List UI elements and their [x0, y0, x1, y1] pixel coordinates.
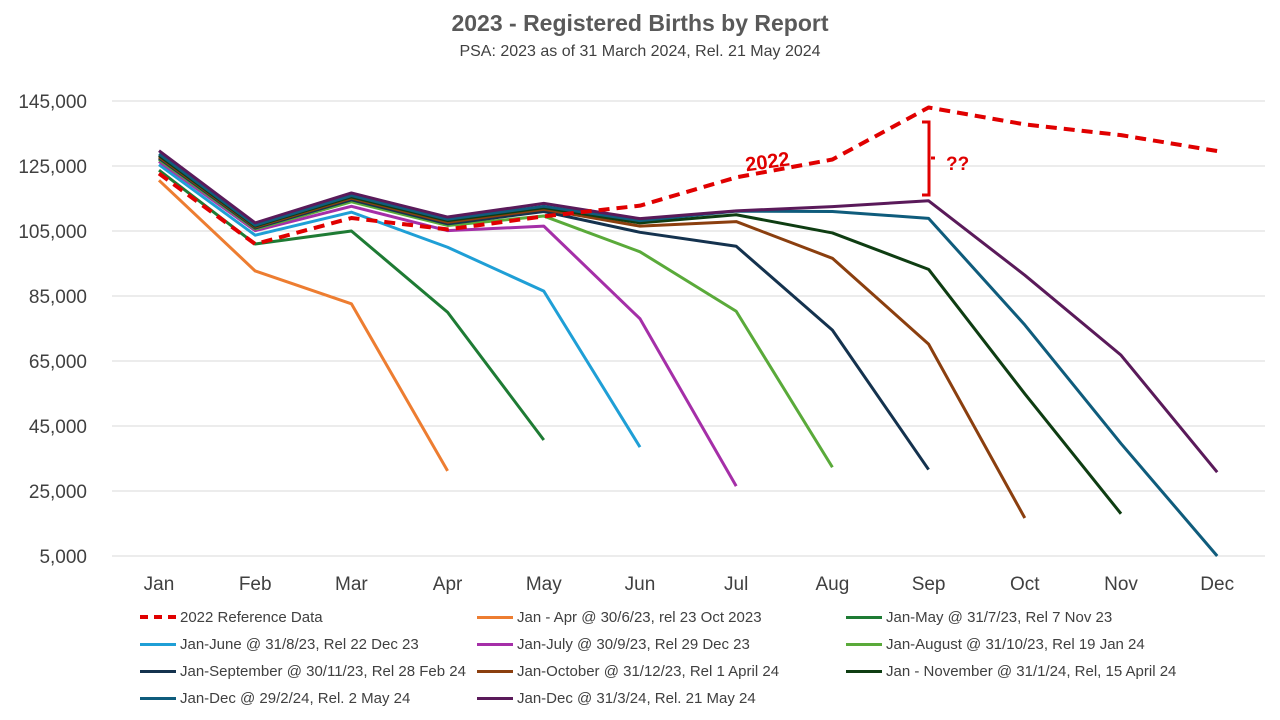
legend-label: Jan - November @ 31/1/24, Rel, 15 April … — [886, 662, 1177, 680]
x-tick-label: Sep — [912, 574, 946, 595]
legend-item: Jan-July @ 30/9/23, Rel 29 Dec 23 — [477, 633, 750, 655]
legend-label: Jan - Apr @ 30/6/23, rel 23 Oct 2023 — [517, 608, 762, 626]
x-tick-label: Jun — [625, 574, 656, 595]
legend-label: Jan-June @ 31/8/23, Rel 22 Dec 23 — [180, 635, 419, 653]
legend-item: Jan-June @ 31/8/23, Rel 22 Dec 23 — [140, 633, 419, 655]
legend-label: 2022 Reference Data — [180, 608, 323, 626]
x-tick-label: May — [526, 574, 562, 595]
legend-swatch — [846, 642, 882, 646]
x-tick-label: Mar — [335, 574, 368, 595]
gridlines — [112, 100, 1265, 557]
y-tick-label: 105,000 — [18, 222, 87, 243]
legend-item: Jan-September @ 30/11/23, Rel 28 Feb 24 — [140, 660, 466, 682]
legend-item: Jan-May @ 31/7/23, Rel 7 Nov 23 — [846, 606, 1112, 628]
series-line-10 — [158, 149, 1219, 474]
legend-swatch — [846, 615, 882, 619]
y-tick-label: 25,000 — [29, 482, 87, 503]
legend-swatch — [477, 696, 513, 700]
chart-subtitle: PSA: 2023 as of 31 March 2024, Rel. 21 M… — [459, 43, 821, 60]
legend-item: Jan - Apr @ 30/6/23, rel 23 Oct 2023 — [477, 606, 762, 628]
x-tick-label: Nov — [1104, 574, 1138, 595]
legend-label: Jan-July @ 30/9/23, Rel 29 Dec 23 — [517, 635, 750, 653]
series-line-1 — [157, 179, 449, 472]
y-tick-label: 125,000 — [18, 157, 87, 178]
legend-label: Jan-October @ 31/12/23, Rel 1 April 24 — [517, 662, 780, 680]
y-tick-label: 145,000 — [18, 92, 87, 113]
legend-label: Jan-Dec @ 29/2/24, Rel. 2 May 24 — [180, 689, 411, 707]
legend-swatch — [140, 669, 176, 673]
legend-label: Jan-May @ 31/7/23, Rel 7 Nov 23 — [886, 608, 1113, 626]
line-chart: 145,000 125,000 105,000 85,000 65,000 45,000 2… — [18, 92, 1265, 595]
y-tick-label: 65,000 — [29, 352, 87, 373]
legend-label: Jan-August @ 31/10/23, Rel 19 Jan 24 — [886, 635, 1145, 653]
series-lines — [157, 105, 1219, 557]
x-tick-label: Jul — [724, 574, 748, 595]
gap-bracket — [922, 120, 931, 197]
x-tick-label: Dec — [1200, 574, 1234, 595]
series-line-3 — [158, 163, 642, 448]
legend-swatch — [140, 642, 176, 646]
legend-label: Jan-September @ 30/11/23, Rel 28 Feb 24 — [180, 662, 466, 680]
legend-swatch — [140, 615, 176, 619]
x-tick-label: Apr — [433, 574, 463, 595]
y-tick-label: 45,000 — [29, 417, 87, 438]
legend-item: Jan-Dec @ 31/3/24, Rel. 21 May 24 — [477, 687, 756, 709]
legend-item: Jan-Dec @ 29/2/24, Rel. 2 May 24 — [140, 687, 410, 709]
x-axis: Jan Feb Mar Apr May Jun Jul Aug Sep Oct Nov Dec — [144, 574, 1234, 595]
x-tick-label: Jan — [144, 574, 175, 595]
y-tick-label: 5,000 — [39, 547, 87, 568]
series-line-0 — [157, 105, 1218, 246]
legend-item: 2022 Reference Data — [140, 606, 323, 628]
series-line-5 — [158, 158, 834, 469]
y-axis: 145,000 125,000 105,000 85,000 65,000 45,000 2… — [18, 92, 87, 568]
legend-swatch — [477, 669, 513, 673]
x-tick-label: Feb — [239, 574, 272, 595]
series-line-4 — [158, 160, 738, 487]
legend-swatch — [477, 642, 513, 646]
legend-item: Jan-August @ 31/10/23, Rel 19 Jan 24 — [846, 633, 1145, 655]
legend-swatch — [477, 615, 513, 619]
legend-item: Jan - November @ 31/1/24, Rel, 15 April … — [846, 660, 1176, 682]
legend-label: Jan-Dec @ 31/3/24, Rel. 21 May 24 — [517, 689, 756, 707]
annotation-2022-label: 2022 — [744, 148, 791, 176]
legend-item: Jan-October @ 31/12/23, Rel 1 April 24 — [477, 660, 779, 682]
legend-swatch — [140, 696, 176, 700]
x-tick-label: Aug — [815, 574, 849, 595]
y-tick-label: 85,000 — [29, 287, 87, 308]
legend-swatch — [846, 669, 882, 673]
annotation-gap-label: ?? — [946, 154, 969, 175]
x-tick-label: Oct — [1010, 574, 1040, 595]
annotations: 2022 ?? — [744, 120, 969, 197]
chart-title: 2023 - Registered Births by Report — [451, 10, 829, 36]
